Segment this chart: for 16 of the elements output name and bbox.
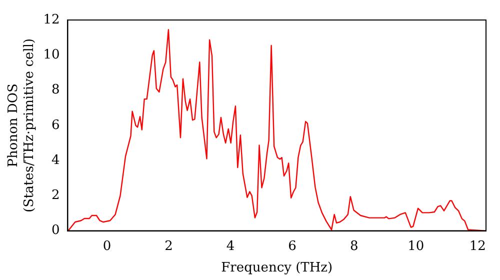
y-tick-label: 6 (51, 118, 60, 133)
x-tick-label: 8 (350, 238, 358, 254)
y-tick-label: 2 (51, 188, 60, 204)
y-axis-title: Phonon DOS (States/THz·primitive cell) (6, 38, 37, 212)
y-tick-label: 4 (51, 152, 60, 168)
y-tick-label: 12 (43, 12, 60, 28)
x-tick-label: 0 (102, 238, 112, 254)
y-tick-label: 8 (51, 82, 60, 98)
x-tick-label: 12 (469, 238, 486, 254)
x-axis-title: Frequency (THz) (221, 260, 333, 276)
x-tick-label: 10 (408, 238, 424, 254)
x-tick-label: 6 (288, 238, 296, 254)
y-tick-label: 10 (43, 48, 60, 63)
x-tick-label: 4 (226, 238, 235, 254)
x-tick-label: 2 (164, 238, 173, 254)
y-tick-label: 0 (51, 223, 60, 238)
